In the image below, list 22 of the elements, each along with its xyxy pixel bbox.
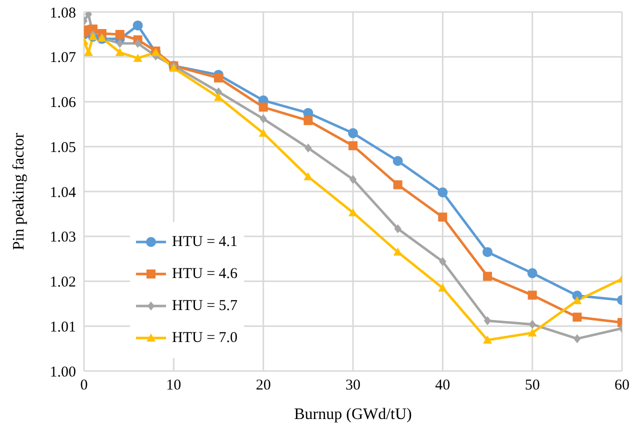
y-tick-label: 1.06 [50,95,76,112]
x-tick-label: 10 [166,378,182,394]
legend-label: HTU = 7.0 [172,330,238,346]
y-tick-label: 1.04 [50,184,76,201]
legend-label: HTU = 4.6 [172,266,238,282]
y-tick-label: 1.07 [50,50,76,66]
x-tick-label: 30 [346,378,360,394]
y-tick-label: 1.05 [50,140,76,156]
x-tick-label: 50 [524,378,540,394]
y-tick-label: 1.00 [50,364,76,380]
x-tick-label: 40 [435,378,450,394]
x-axis-title: Burnup (GWd/tU) [294,406,412,423]
y-tick-label: 1.02 [50,274,76,291]
y-tick-label: 1.01 [50,319,76,336]
y-tick-label: 1.08 [50,5,76,22]
x-tick-label: 20 [256,378,271,394]
y-tick-label: 1.03 [50,230,76,246]
legend-label: HTU = 4.1 [172,234,238,250]
x-tick-label: 0 [80,378,88,394]
x-tick-label: 60 [614,378,630,394]
y-axis-title: Pin peaking factor [10,132,28,250]
legend-label: HTU = 5.7 [172,298,238,314]
